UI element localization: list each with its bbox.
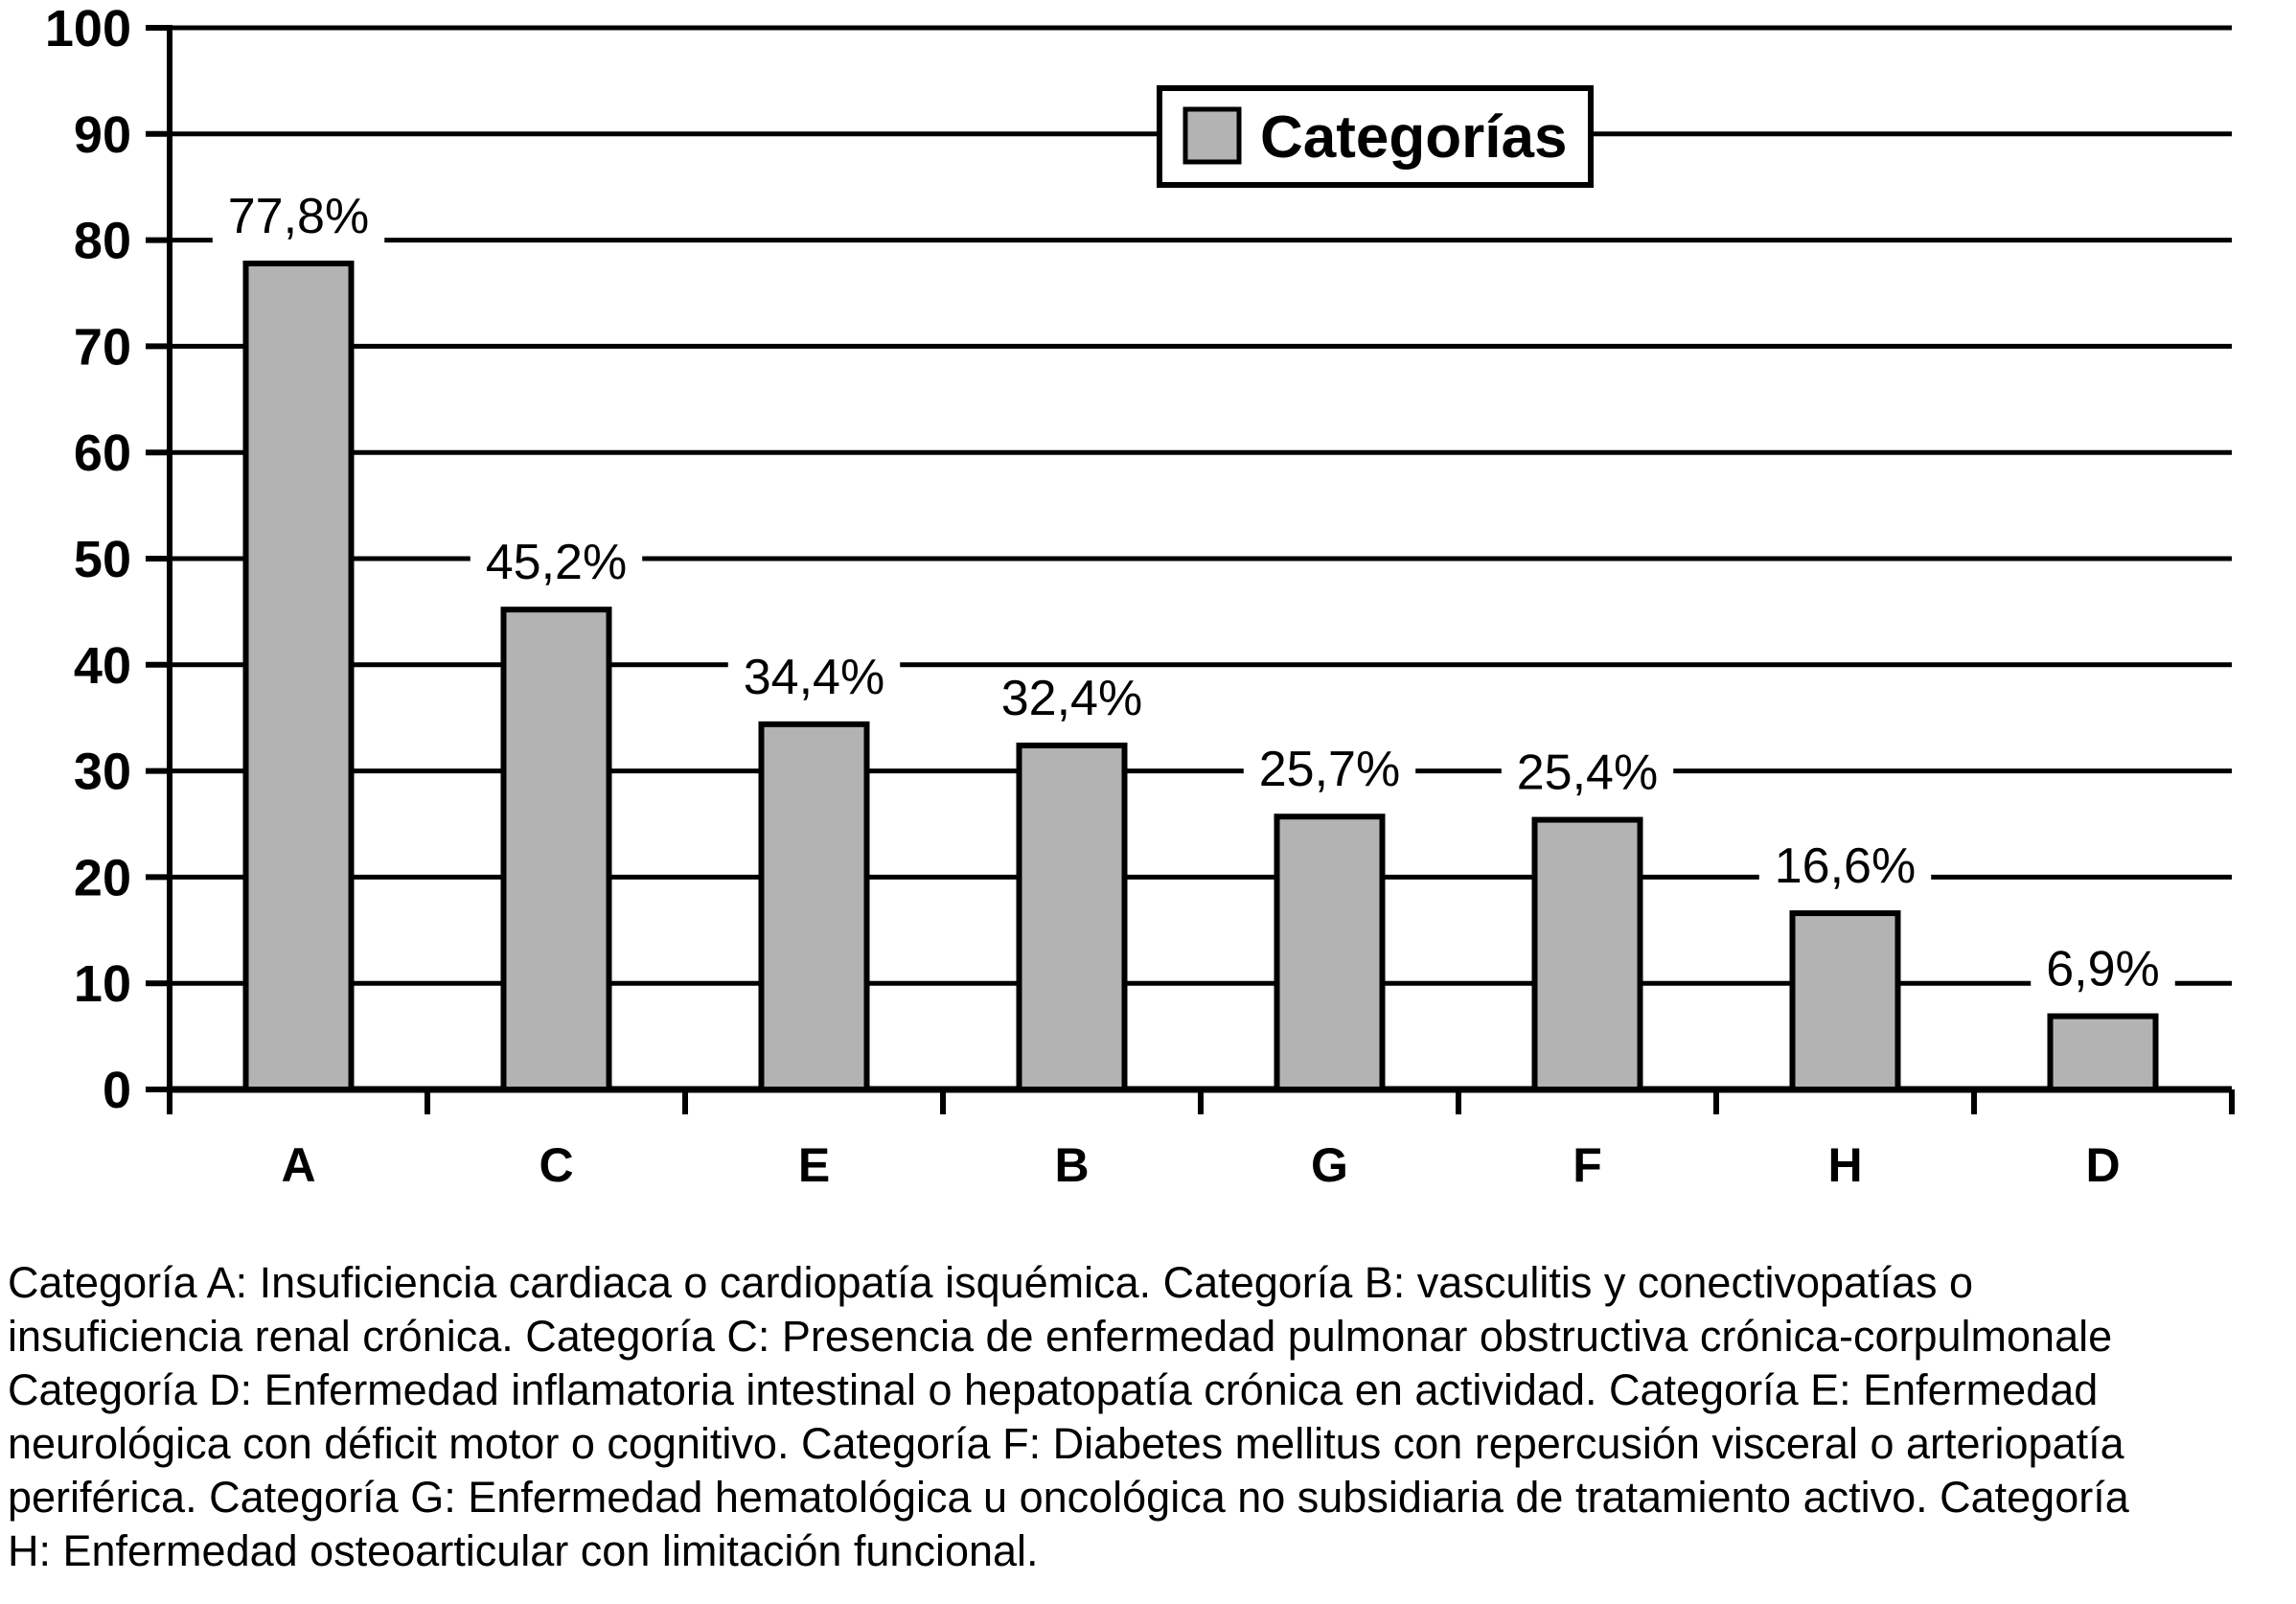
y-axis-label-70: 70 <box>74 318 131 376</box>
y-axis-label-40: 40 <box>74 637 131 695</box>
bar-D <box>2047 1013 2159 1092</box>
y-axis-label-10: 10 <box>74 955 131 1013</box>
category-label-B: B <box>1054 1138 1089 1192</box>
y-axis-label-0: 0 <box>103 1062 131 1119</box>
bar-value-label-bg-F <box>1501 743 1674 803</box>
bar-value-label-bg-D <box>2031 939 2175 999</box>
bar-value-label-F: 25,4% <box>1517 745 1658 801</box>
y-axis-label-80: 80 <box>74 213 131 270</box>
chart-caption: Categoría A: Insuficiencia cardiaca o ca… <box>8 1258 2129 1575</box>
bar-G <box>1274 813 1386 1093</box>
bar-C <box>500 607 612 1093</box>
category-label-D: D <box>2085 1138 2120 1192</box>
bar-value-label-bg-B <box>985 669 1159 729</box>
bar-H <box>1789 910 1901 1093</box>
bar-chart: Categorías 0 10 20 30 40 50 60 70 80 90 100 77,8% 45,… <box>45 0 2235 1192</box>
bar-value-label-H: 16,6% <box>1775 838 1916 894</box>
bar-A <box>242 260 355 1092</box>
bar-value-label-bg-G <box>1243 740 1416 800</box>
bar-value-label-bg-A <box>212 186 385 246</box>
bar-value-label-D: 6,9% <box>2046 942 2160 997</box>
bar-value-label-C: 45,2% <box>486 535 627 590</box>
y-axis-label-90: 90 <box>74 106 131 164</box>
bar-F <box>1531 816 1643 1092</box>
category-label-A: A <box>281 1138 315 1192</box>
bar-value-label-E: 34,4% <box>744 650 884 705</box>
category-label-F: F <box>1573 1138 1602 1192</box>
y-axis-label-20: 20 <box>74 849 131 906</box>
category-label-H: H <box>1827 1138 1862 1192</box>
bar-value-label-bg-H <box>1758 836 1932 897</box>
category-label-E: E <box>798 1138 830 1192</box>
y-axis-label-100: 100 <box>45 0 131 57</box>
y-axis-label-60: 60 <box>74 424 131 482</box>
category-label-G: G <box>1311 1138 1348 1192</box>
bar-E <box>758 721 870 1093</box>
bar-value-label-B: 32,4% <box>1001 671 1142 726</box>
legend-swatch <box>1182 106 1242 165</box>
bar-value-label-G: 25,7% <box>1259 742 1400 797</box>
bar-B <box>1016 743 1128 1092</box>
bar-value-label-bg-E <box>727 647 901 707</box>
category-label-C: C <box>539 1138 573 1192</box>
bar-value-label-A: 77,8% <box>228 189 369 244</box>
bar-value-label-bg-C <box>470 533 643 593</box>
y-axis-label-30: 30 <box>74 744 131 801</box>
y-axis-label-50: 50 <box>74 531 131 588</box>
legend-label: Categorías <box>1260 104 1567 171</box>
